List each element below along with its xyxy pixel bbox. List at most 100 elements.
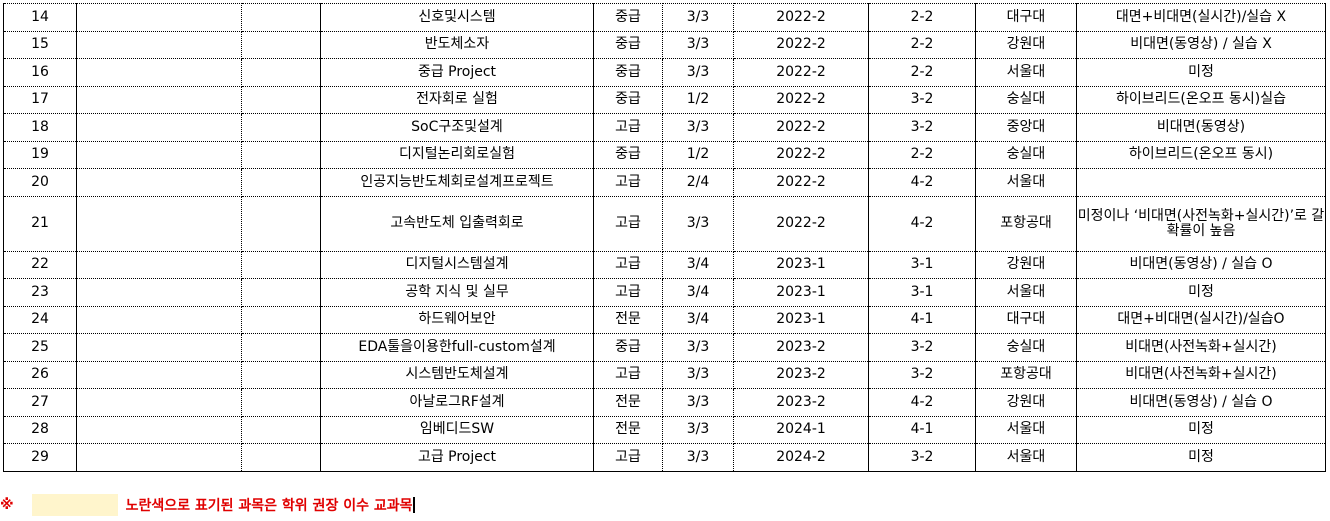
credits-cell[interactable]: 3/4 [662,305,734,334]
level-cell[interactable]: 전문 [593,305,663,334]
row-number-cell[interactable]: 18 [3,113,77,142]
credits-cell[interactable]: 3/3 [662,415,734,444]
col-b-cell[interactable] [76,360,242,389]
col-c-cell[interactable] [241,415,321,444]
year-term-cell[interactable]: 4-2 [868,195,976,252]
level-cell[interactable]: 중급 [593,3,663,32]
level-cell[interactable]: 중급 [593,58,663,87]
level-cell[interactable]: 고급 [593,195,663,252]
university-cell[interactable]: 숭실대 [975,140,1077,169]
year-term-cell[interactable]: 3-2 [868,443,976,472]
university-cell[interactable]: 강원대 [975,30,1077,59]
university-cell[interactable]: 서울대 [975,415,1077,444]
level-cell[interactable]: 전문 [593,388,663,417]
col-b-cell[interactable] [76,415,242,444]
course-name-cell[interactable]: 아날로그RF설계 [320,388,594,417]
course-name-cell[interactable]: 공학 지식 및 실무 [320,278,594,307]
year-term-cell[interactable]: 2-2 [868,30,976,59]
course-name-cell[interactable]: 디지털논리회로실험 [320,140,594,169]
col-b-cell[interactable] [76,113,242,142]
year-term-cell[interactable]: 3-2 [868,333,976,362]
course-name-cell[interactable]: 하드웨어보안 [320,305,594,334]
semester-cell[interactable]: 2024-2 [733,443,869,472]
col-b-cell[interactable] [76,168,242,197]
class-mode-cell[interactable]: 비대면(동영상) / 실습 O [1076,388,1326,417]
row-number-cell[interactable]: 20 [3,168,77,197]
year-term-cell[interactable]: 2-2 [868,140,976,169]
course-name-cell[interactable]: SoC구조및설계 [320,113,594,142]
university-cell[interactable]: 중앙대 [975,113,1077,142]
level-cell[interactable]: 중급 [593,333,663,362]
course-name-cell[interactable]: EDA툴을이용한full-custom설계 [320,333,594,362]
level-cell[interactable]: 고급 [593,113,663,142]
level-cell[interactable]: 전문 [593,415,663,444]
course-name-cell[interactable]: 시스템반도체설계 [320,360,594,389]
level-cell[interactable]: 중급 [593,30,663,59]
col-c-cell[interactable] [241,443,321,472]
credits-cell[interactable]: 3/3 [662,30,734,59]
university-cell[interactable]: 대구대 [975,305,1077,334]
university-cell[interactable]: 서울대 [975,168,1077,197]
col-b-cell[interactable] [76,333,242,362]
class-mode-cell[interactable]: 대면+비대면(실시간)/실습O [1076,305,1326,334]
class-mode-cell[interactable]: 비대면(동영상) [1076,113,1326,142]
university-cell[interactable]: 강원대 [975,388,1077,417]
row-number-cell[interactable]: 24 [3,305,77,334]
credits-cell[interactable]: 3/3 [662,113,734,142]
year-term-cell[interactable]: 2-2 [868,58,976,87]
col-c-cell[interactable] [241,85,321,114]
col-c-cell[interactable] [241,3,321,32]
year-term-cell[interactable]: 4-2 [868,168,976,197]
col-b-cell[interactable] [76,443,242,472]
level-cell[interactable]: 고급 [593,250,663,279]
level-cell[interactable]: 고급 [593,168,663,197]
col-c-cell[interactable] [241,30,321,59]
col-b-cell[interactable] [76,195,242,252]
col-b-cell[interactable] [76,388,242,417]
class-mode-cell[interactable]: 미정 [1076,443,1326,472]
class-mode-cell[interactable]: 하이브리드(온오프 동시) [1076,140,1326,169]
col-c-cell[interactable] [241,250,321,279]
col-b-cell[interactable] [76,250,242,279]
semester-cell[interactable]: 2023-2 [733,388,869,417]
credits-cell[interactable]: 3/3 [662,58,734,87]
col-c-cell[interactable] [241,333,321,362]
col-b-cell[interactable] [76,305,242,334]
col-c-cell[interactable] [241,360,321,389]
row-number-cell[interactable]: 19 [3,140,77,169]
col-b-cell[interactable] [76,140,242,169]
year-term-cell[interactable]: 2-2 [868,3,976,32]
row-number-cell[interactable]: 28 [3,415,77,444]
level-cell[interactable]: 중급 [593,140,663,169]
course-name-cell[interactable]: 인공지능반도체회로설계프로젝트 [320,168,594,197]
col-b-cell[interactable] [76,58,242,87]
col-c-cell[interactable] [241,168,321,197]
year-term-cell[interactable]: 3-1 [868,278,976,307]
university-cell[interactable]: 서울대 [975,58,1077,87]
level-cell[interactable]: 고급 [593,360,663,389]
col-b-cell[interactable] [76,85,242,114]
university-cell[interactable]: 포항공대 [975,195,1077,252]
semester-cell[interactable]: 2022-2 [733,58,869,87]
class-mode-cell[interactable]: 대면+비대면(실시간)/실습 X [1076,3,1326,32]
university-cell[interactable]: 숭실대 [975,333,1077,362]
col-c-cell[interactable] [241,140,321,169]
row-number-cell[interactable]: 15 [3,30,77,59]
university-cell[interactable]: 서울대 [975,443,1077,472]
university-cell[interactable]: 서울대 [975,278,1077,307]
university-cell[interactable]: 강원대 [975,250,1077,279]
semester-cell[interactable]: 2022-2 [733,85,869,114]
credits-cell[interactable]: 3/3 [662,388,734,417]
year-term-cell[interactable]: 4-2 [868,388,976,417]
semester-cell[interactable]: 2022-2 [733,3,869,32]
course-name-cell[interactable]: 디지털시스템설계 [320,250,594,279]
col-c-cell[interactable] [241,58,321,87]
year-term-cell[interactable]: 3-2 [868,85,976,114]
row-number-cell[interactable]: 21 [3,195,77,252]
semester-cell[interactable]: 2023-1 [733,250,869,279]
credits-cell[interactable]: 3/4 [662,278,734,307]
class-mode-cell[interactable]: 비대면(사전녹화+실시간) [1076,333,1326,362]
credits-cell[interactable]: 2/4 [662,168,734,197]
course-name-cell[interactable]: 반도체소자 [320,30,594,59]
class-mode-cell[interactable]: 미정이나 ‘비대면(사전녹화+실시간)’로 갈 확률이 높음 [1076,195,1326,252]
